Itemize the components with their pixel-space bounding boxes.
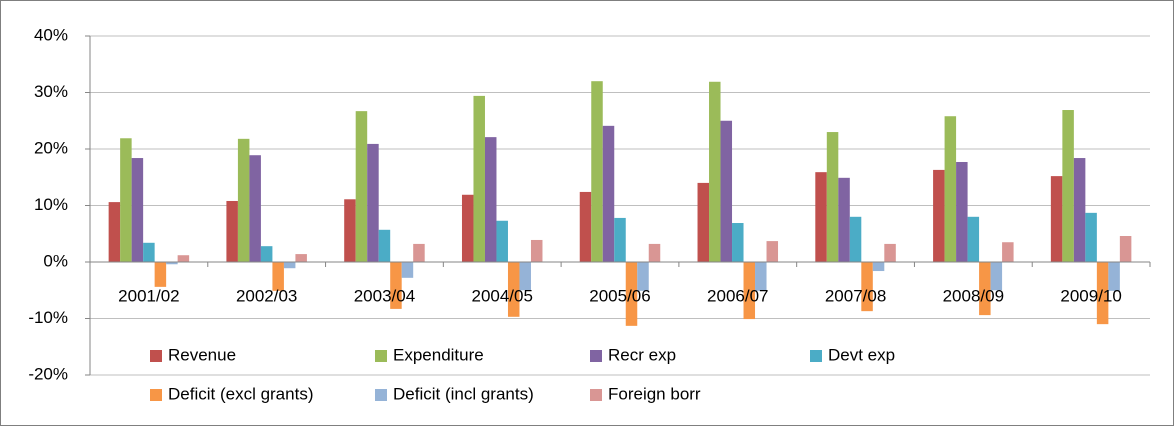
y-tick-label: -10% bbox=[28, 308, 68, 327]
bar bbox=[473, 95, 485, 262]
bar bbox=[1062, 110, 1074, 262]
bar bbox=[177, 255, 190, 262]
bar bbox=[766, 241, 779, 262]
legend-swatch bbox=[590, 350, 602, 362]
bar bbox=[709, 81, 721, 262]
y-tick-label: 0% bbox=[43, 251, 68, 270]
y-tick-label: 40% bbox=[34, 25, 68, 44]
bar bbox=[591, 81, 603, 262]
bar bbox=[1085, 212, 1097, 262]
bar bbox=[884, 243, 896, 262]
bar bbox=[720, 120, 733, 262]
bar bbox=[367, 143, 379, 262]
bar bbox=[390, 262, 402, 309]
bar bbox=[249, 155, 261, 262]
x-tick-label: 2008/09 bbox=[943, 286, 1004, 305]
bar bbox=[237, 138, 250, 262]
x-tick-label: 2004/05 bbox=[471, 286, 532, 305]
bar bbox=[283, 262, 296, 269]
y-tick-label: 20% bbox=[34, 138, 68, 157]
bar bbox=[260, 246, 273, 262]
bar bbox=[1002, 242, 1014, 262]
bar bbox=[519, 262, 531, 291]
y-tick-label: 10% bbox=[34, 195, 68, 214]
x-tick-label: 2007/08 bbox=[825, 286, 886, 305]
x-tick-label: 2005/06 bbox=[589, 286, 650, 305]
y-tick-label: 30% bbox=[34, 82, 68, 101]
bar bbox=[496, 220, 508, 262]
bar bbox=[378, 229, 391, 262]
bar bbox=[625, 262, 638, 326]
legend-swatch bbox=[810, 350, 822, 362]
legend-label: Deficit (incl grants) bbox=[393, 384, 534, 403]
bar bbox=[1119, 236, 1132, 262]
bar bbox=[484, 137, 497, 262]
bar bbox=[507, 262, 520, 317]
bar bbox=[849, 216, 862, 262]
bar bbox=[401, 262, 414, 278]
bar bbox=[637, 262, 649, 291]
y-tick-label: -20% bbox=[28, 364, 68, 383]
legend-swatch bbox=[150, 389, 162, 401]
bar bbox=[295, 254, 307, 262]
bar bbox=[108, 202, 121, 262]
legend-swatch bbox=[375, 350, 387, 362]
bar bbox=[648, 243, 661, 262]
bar bbox=[530, 239, 543, 262]
bar bbox=[979, 262, 991, 316]
bar bbox=[1108, 262, 1120, 291]
bar bbox=[272, 262, 284, 291]
legend-label: Expenditure bbox=[393, 345, 484, 364]
bar bbox=[602, 125, 615, 263]
bar bbox=[1073, 158, 1086, 262]
bar bbox=[579, 191, 592, 262]
bar bbox=[826, 132, 839, 262]
bar bbox=[956, 161, 968, 262]
bar bbox=[815, 172, 827, 262]
legend-swatch bbox=[150, 350, 162, 362]
legend-label: Revenue bbox=[168, 345, 236, 364]
x-tick-label: 2003/04 bbox=[354, 286, 415, 305]
bar bbox=[732, 223, 744, 262]
legend-swatch bbox=[375, 389, 387, 401]
bar bbox=[226, 200, 238, 262]
bar bbox=[743, 262, 756, 320]
bar bbox=[990, 262, 1003, 291]
legend-label: Devt exp bbox=[828, 345, 895, 364]
bar bbox=[944, 116, 957, 262]
bar bbox=[861, 262, 873, 312]
bar bbox=[143, 242, 155, 262]
bar bbox=[461, 194, 474, 262]
bar bbox=[755, 262, 767, 291]
bar bbox=[838, 177, 850, 262]
legend-label: Deficit (excl grants) bbox=[168, 384, 313, 403]
bar bbox=[355, 111, 368, 263]
bar bbox=[154, 262, 167, 287]
x-tick-label: 2006/07 bbox=[707, 286, 768, 305]
bar bbox=[614, 217, 626, 262]
bar bbox=[413, 243, 425, 262]
bar bbox=[131, 158, 144, 262]
legend-swatch bbox=[590, 389, 602, 401]
bar bbox=[967, 216, 980, 262]
x-tick-label: 2001/02 bbox=[118, 286, 179, 305]
bar bbox=[120, 138, 132, 262]
x-tick-label: 2002/03 bbox=[236, 286, 297, 305]
bar bbox=[872, 262, 885, 272]
bar bbox=[1096, 262, 1109, 325]
bar bbox=[166, 262, 178, 265]
bar bbox=[697, 182, 710, 262]
legend-label: Recr exp bbox=[608, 345, 676, 364]
x-tick-label: 2009/10 bbox=[1060, 286, 1121, 305]
bar bbox=[1050, 176, 1063, 262]
bar bbox=[344, 199, 356, 262]
bar bbox=[933, 169, 945, 262]
legend-label: Foreign borr bbox=[608, 384, 701, 403]
